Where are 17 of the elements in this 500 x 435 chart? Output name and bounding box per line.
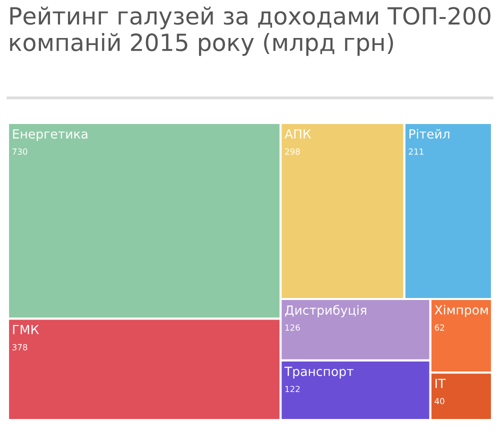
category-label: Рітейл <box>409 128 450 139</box>
data-label: 211 <box>408 148 424 155</box>
category-label: АПК <box>284 129 312 138</box>
data-label: 122 <box>285 386 300 392</box>
category-label: Енергетика <box>13 129 88 142</box>
data-label: 298 <box>285 148 300 155</box>
category-label: IT <box>436 378 446 388</box>
category-label: Дистрибуція <box>285 304 366 318</box>
category-label: Транспорт <box>284 366 354 379</box>
data-label: 40 <box>434 398 444 404</box>
data-label: 730 <box>12 148 28 155</box>
data-label: 62 <box>434 324 444 331</box>
category-label: Хімпром <box>434 304 488 318</box>
text: Рейтинг галузей за доходами ТОП-200 компаній 2015 року (млрд грн) <box>10 6 490 56</box>
data-label: 378 <box>12 344 28 350</box>
data-label: 126 <box>285 324 300 331</box>
category-label: ГМК <box>13 325 39 334</box>
